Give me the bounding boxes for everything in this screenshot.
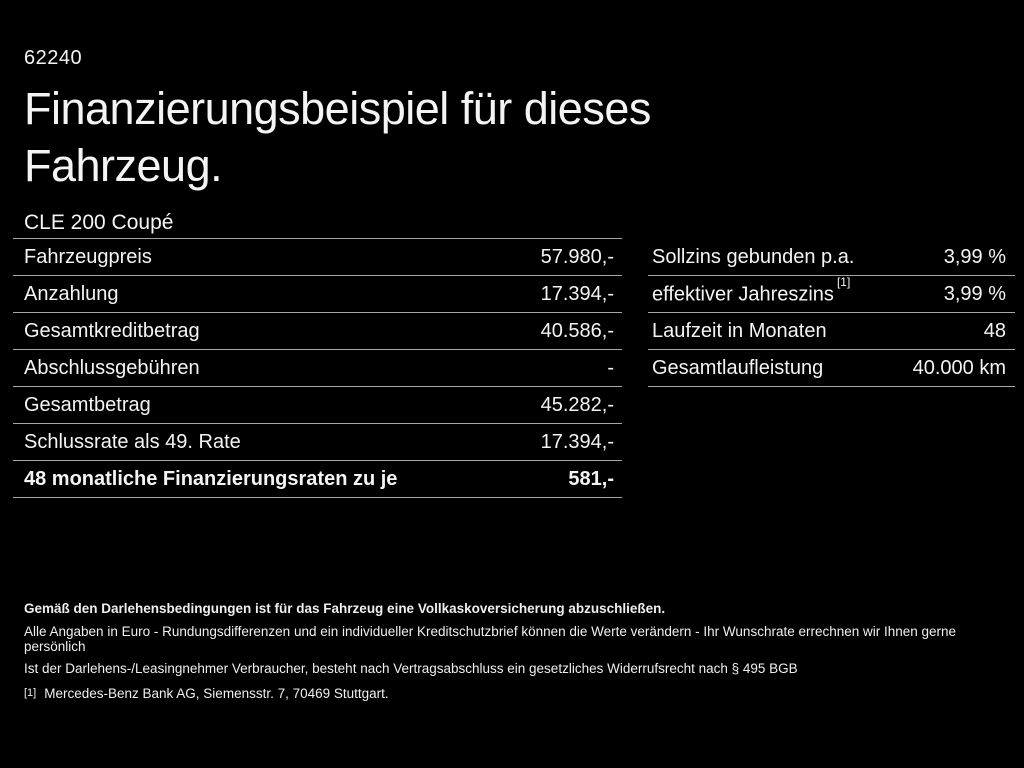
terms-row-value: 40.000 km [912,356,1006,379]
finance-table-row: Gesamtkreditbetrag 40.586,- [13,313,622,350]
finance-table-row-monthly-rate: 48 monatliche Finanzierungsraten zu je 5… [13,461,622,498]
finance-table: Fahrzeugpreis 57.980,- Anzahlung 17.394,… [13,238,622,498]
offer-code: 62240 [24,47,83,69]
terms-row-label: Sollzins gebunden p.a. [652,245,855,268]
footnote: [1] Mercedes-Benz Bank AG, Siemensstr. 7,… [24,686,1000,703]
finance-row-label: Abschlussgebühren [24,356,200,379]
finance-row-value: 40.586,- [540,319,614,342]
finance-row-value: 17.394,- [540,282,614,305]
terms-row-label: effektiver Jahreszins[1] [648,275,850,307]
disclaimer-line: Ist der Darlehens-/Leasingnehmer Verbrau… [24,661,798,676]
page-title: Finanzierungsbeispiel für dieses Fahrzeu… [24,83,651,191]
terms-row-value: 3,99 % [943,282,1006,305]
finance-table-row: Schlussrate als 49. Rate 17.394,- [13,424,622,461]
finance-row-label: Gesamtbetrag [24,393,151,416]
terms-table-row: Gesamtlaufleistung 40.000 km [648,350,1015,387]
finance-table-row: Fahrzeugpreis 57.980,- [13,239,622,276]
terms-row-label: Laufzeit in Monaten [652,319,827,342]
finance-row-label: 48 monatliche Finanzierungsraten zu je [24,467,398,490]
finance-table-row: Gesamtbetrag 45.282,- [13,387,622,424]
footnote-marker: [1] [836,274,851,289]
finance-row-label: Fahrzeugpreis [24,245,152,268]
terms-table-row: Laufzeit in Monaten 48 [648,313,1015,350]
finance-row-value: 45.282,- [540,393,614,416]
terms-row-value: 48 [983,319,1006,342]
finance-row-label: Anzahlung [24,282,119,305]
footnote-text: Mercedes-Benz Bank AG, Siemensstr. 7, 70… [44,686,389,701]
footer: Gemäß den Darlehensbedingungen ist für d… [24,601,1000,710]
finance-row-value: - [607,356,614,379]
footnote-marker: [1] [24,687,37,699]
terms-table-row: effektiver Jahreszins[1] 3,99 % [648,275,1015,313]
terms-row-label-text: effektiver Jahreszins [652,283,834,306]
finance-table-row: Abschlussgebühren - [13,350,622,387]
insurance-note: Gemäß den Darlehensbedingungen ist für d… [24,601,666,616]
terms-row-label: Gesamtlaufleistung [652,356,824,379]
terms-row-value: 3,99 % [943,245,1006,268]
finance-row-value: 581,- [568,467,614,490]
finance-row-value: 17.394,- [540,430,614,453]
finance-table-row: Anzahlung 17.394,- [13,276,622,313]
finance-row-label: Schlussrate als 49. Rate [24,430,241,453]
disclaimer-line: Alle Angaben in Euro - Rundungsdifferenz… [24,624,957,654]
vehicle-model: CLE 200 Coupé [24,211,174,234]
finance-row-value: 57.980,- [540,245,614,268]
finance-row-label: Gesamtkreditbetrag [24,319,200,342]
terms-table-row: Sollzins gebunden p.a. 3,99 % [648,239,1015,276]
terms-table: Sollzins gebunden p.a. 3,99 % effektiver… [648,239,1015,387]
